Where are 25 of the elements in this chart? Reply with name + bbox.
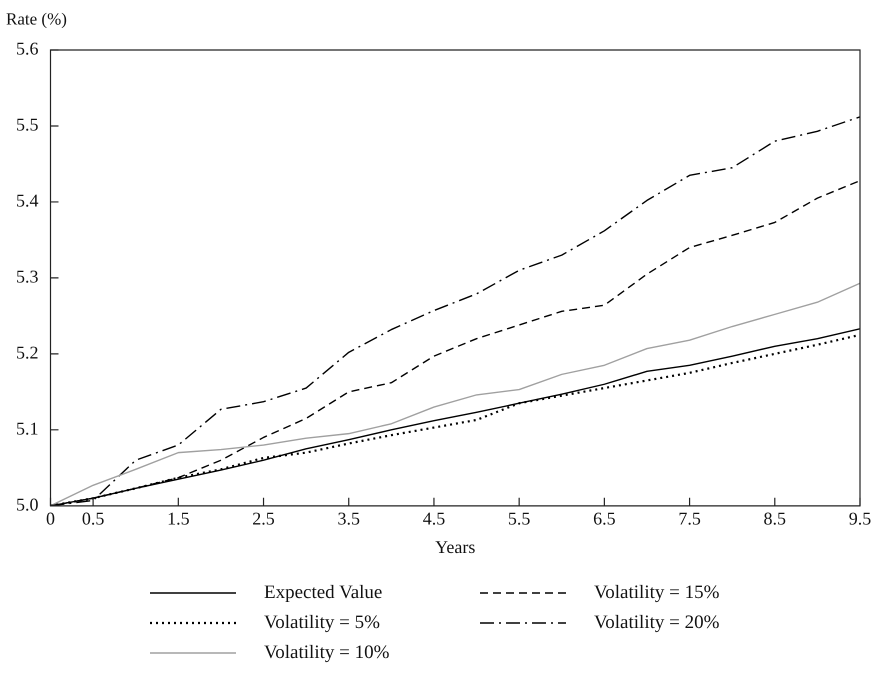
y-tick-label: 5.3 <box>16 266 38 287</box>
x-tick-label: 8.5 <box>764 508 786 528</box>
y-tick-label: 5.2 <box>16 342 38 363</box>
y-tick-label: 5.4 <box>16 190 38 211</box>
x-axis-title: Years <box>435 536 476 557</box>
legend-label: Expected Value <box>264 582 382 604</box>
x-tick-label: 4.5 <box>422 508 446 528</box>
x-tick-label: 0.5 <box>82 508 104 528</box>
x-tick-label: 1.5 <box>167 508 190 528</box>
x-tick-label: 7.5 <box>678 508 701 528</box>
x-tick-label: 5.5 <box>508 508 530 528</box>
y-axis-title: Rate (%) <box>6 9 67 28</box>
x-tick-label: 9.5 <box>848 508 872 528</box>
y-tick-label: 5.0 <box>16 494 38 515</box>
y-tick-label: 5.1 <box>16 418 38 439</box>
x-tick-label: 3.5 <box>337 508 360 528</box>
x-tick-label: 2.5 <box>252 508 275 528</box>
x-tick-label: 6.5 <box>593 508 616 528</box>
legend-label: Volatility = 5% <box>264 612 380 634</box>
legend-label: Volatility = 10% <box>264 642 390 664</box>
y-tick-label: 5.6 <box>16 38 38 59</box>
y-tick-label: 5.5 <box>16 114 38 135</box>
x-tick-label: 0 <box>46 508 55 528</box>
legend-label: Volatility = 20% <box>594 612 720 634</box>
legend-label: Volatility = 15% <box>594 582 720 604</box>
